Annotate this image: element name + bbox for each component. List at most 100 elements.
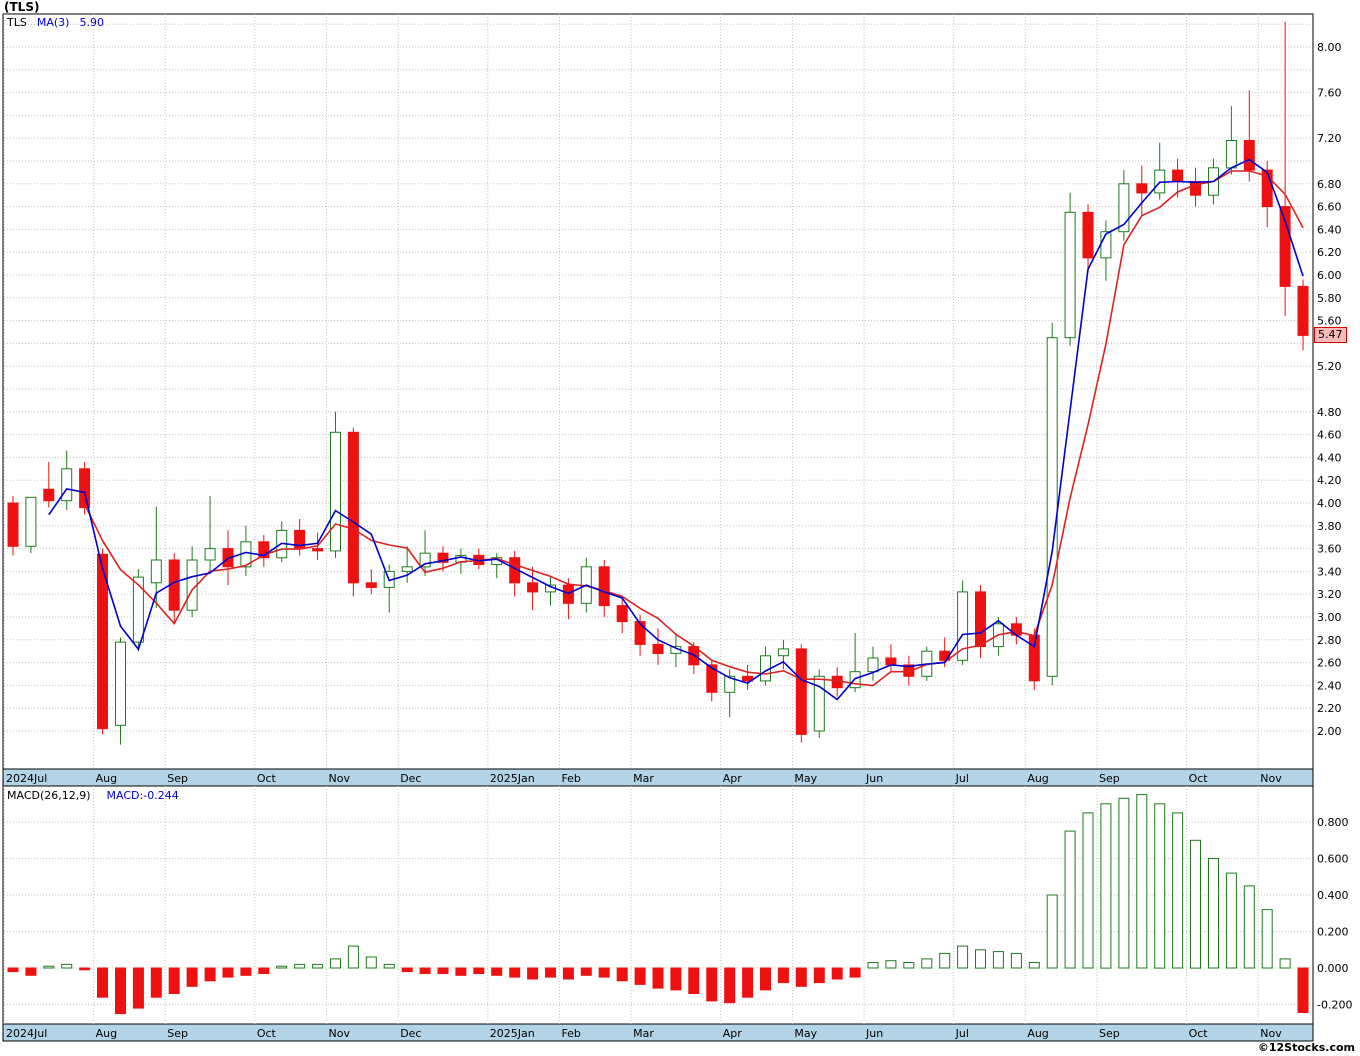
candle-body bbox=[115, 641, 126, 726]
month-label: Jul bbox=[955, 772, 969, 785]
candle-body bbox=[330, 431, 341, 552]
macd-bar bbox=[1046, 894, 1058, 969]
month-label: 2025Jan bbox=[490, 772, 535, 785]
price-axis-label: 6.20 bbox=[1317, 246, 1342, 259]
month-label: Aug bbox=[1027, 1027, 1048, 1040]
macd-bar bbox=[97, 967, 108, 998]
macd-current-value: MACD:-0.244 bbox=[106, 789, 179, 802]
price-axis-label: 3.60 bbox=[1317, 543, 1342, 556]
candle-body bbox=[885, 657, 897, 666]
macd-bar bbox=[312, 963, 324, 969]
macd-bar bbox=[634, 967, 646, 985]
candle-body bbox=[1046, 337, 1058, 677]
macd-bar bbox=[222, 967, 234, 978]
candle-body bbox=[419, 552, 431, 568]
macd-bar bbox=[7, 967, 19, 973]
macd-bar bbox=[330, 958, 341, 969]
month-label: Apr bbox=[723, 772, 743, 785]
candle-body bbox=[401, 566, 413, 572]
macd-bar bbox=[706, 967, 718, 1002]
macd-bar bbox=[240, 967, 252, 976]
macd-bar bbox=[132, 967, 144, 1009]
macd-bar bbox=[742, 967, 754, 998]
macd-bar bbox=[1118, 797, 1130, 969]
macd-bar bbox=[849, 967, 861, 978]
candle-body bbox=[79, 468, 91, 509]
macd-bar bbox=[115, 967, 126, 1015]
candle-body bbox=[365, 582, 377, 588]
candle-body bbox=[634, 621, 646, 645]
macd-bar bbox=[383, 963, 395, 969]
candle-body bbox=[903, 664, 915, 677]
candle-body bbox=[97, 553, 108, 730]
month-label: Apr bbox=[723, 1027, 743, 1040]
candle-body bbox=[1118, 183, 1130, 233]
macd-bar bbox=[616, 967, 628, 982]
price-axis-label: 2.20 bbox=[1317, 702, 1342, 715]
macd-axis-label: 0.800 bbox=[1317, 816, 1349, 829]
macd-bar bbox=[1082, 812, 1094, 969]
candle-body bbox=[1064, 211, 1076, 339]
macd-bar bbox=[1208, 858, 1219, 969]
macd-bar bbox=[1225, 872, 1237, 969]
month-label: Feb bbox=[561, 772, 580, 785]
macd-bar bbox=[1172, 812, 1184, 969]
price-axis-label: 3.20 bbox=[1317, 588, 1342, 601]
candle-body bbox=[652, 643, 664, 655]
candle-body bbox=[975, 591, 986, 648]
macd-bar bbox=[992, 951, 1004, 969]
candle-body bbox=[1010, 623, 1022, 636]
macd-bar bbox=[545, 967, 556, 978]
month-label: Sep bbox=[1099, 1027, 1120, 1040]
month-label: Oct bbox=[1189, 1027, 1209, 1040]
month-label: Sep bbox=[167, 1027, 188, 1040]
macd-bar bbox=[419, 967, 431, 974]
candle-body bbox=[25, 496, 37, 547]
macd-bar bbox=[401, 967, 413, 973]
price-axis-label: 6.00 bbox=[1317, 269, 1342, 282]
candle-body bbox=[1261, 169, 1273, 208]
chart-title: (TLS) bbox=[4, 0, 40, 14]
macd-bar bbox=[903, 962, 915, 969]
x-axis-band-bottom bbox=[2, 1023, 1314, 1042]
macd-bar bbox=[509, 967, 521, 978]
price-axis-label: 3.00 bbox=[1317, 611, 1342, 624]
macd-bar bbox=[652, 967, 664, 989]
candle-body bbox=[813, 675, 825, 732]
macd-bar bbox=[562, 967, 574, 980]
month-label: Feb bbox=[561, 1027, 580, 1040]
macd-bar bbox=[186, 967, 198, 987]
candle-body bbox=[957, 591, 969, 661]
month-label: Oct bbox=[1189, 772, 1209, 785]
month-label: Jun bbox=[865, 772, 883, 785]
month-label: Nov bbox=[329, 1027, 351, 1040]
candle-body bbox=[527, 582, 539, 593]
ma3-line bbox=[48, 158, 1304, 701]
candle-body bbox=[598, 566, 610, 607]
month-label: Jun bbox=[865, 1027, 883, 1040]
candle-body bbox=[61, 468, 73, 502]
macd-bar bbox=[1190, 839, 1201, 969]
candle-body bbox=[1297, 285, 1309, 336]
month-label: Jul bbox=[955, 1027, 969, 1040]
price-axis-label: 5.20 bbox=[1317, 360, 1342, 373]
candle-body bbox=[312, 548, 324, 552]
macd-bar bbox=[347, 945, 359, 969]
month-label: Nov bbox=[1260, 1027, 1282, 1040]
last-price-tag: 5.47 bbox=[1314, 327, 1347, 344]
macd-axis-label: 0.200 bbox=[1317, 926, 1349, 939]
month-label: Mar bbox=[633, 1027, 654, 1040]
month-label: 2025Jan bbox=[490, 1027, 535, 1040]
macd-bar bbox=[258, 967, 270, 974]
macd-axis-label: -0.200 bbox=[1317, 999, 1352, 1012]
macd-bar bbox=[61, 963, 73, 969]
month-label: Nov bbox=[1260, 772, 1282, 785]
legend-symbol: TLS bbox=[7, 16, 27, 29]
month-label: Aug bbox=[96, 1027, 117, 1040]
macd-bar bbox=[365, 956, 377, 969]
macd-bar bbox=[777, 967, 789, 984]
price-axis-label: 2.80 bbox=[1317, 634, 1342, 647]
macd-axis-label: 0.000 bbox=[1317, 962, 1349, 975]
